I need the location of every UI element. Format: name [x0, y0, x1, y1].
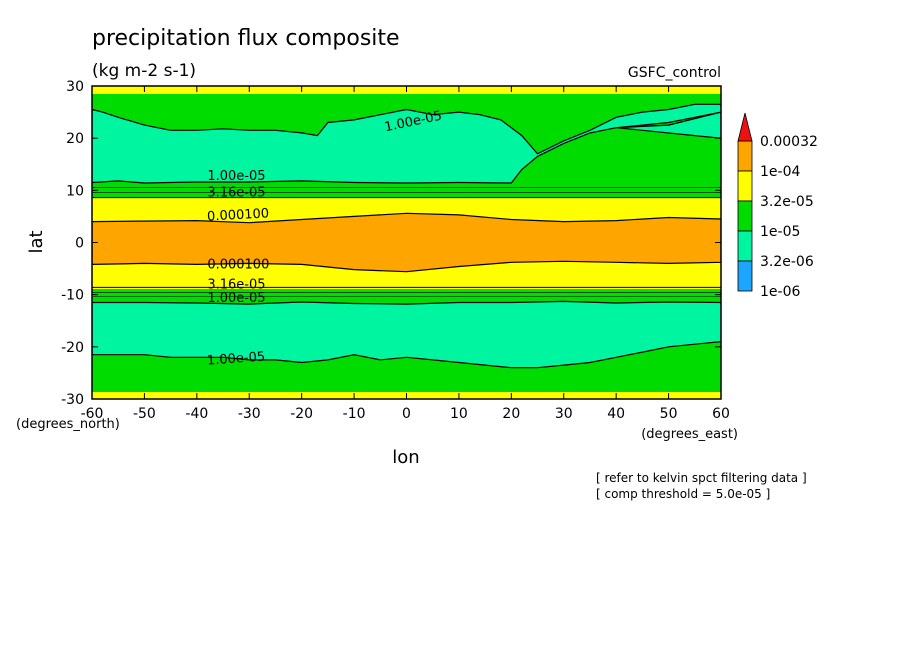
plot-area: -60 -50 -40 -30 -20 -10 0 10 20 30 40 50 60 -30 -20 -10…: [61, 79, 730, 422]
contour-lines: [92, 103, 721, 369]
x-unit-label: (degrees_east): [641, 427, 738, 442]
x-tick-label: 60: [712, 406, 730, 422]
y-tick-label: 0: [75, 236, 84, 252]
contour-line-0: [92, 212, 721, 273]
x-tick-label: 20: [502, 406, 520, 422]
y-unit-label: (degrees_north): [16, 417, 120, 432]
source-label: GSFC_control: [628, 65, 721, 81]
colorbar-label: 0.00032: [760, 134, 818, 150]
x-tick-label: -10: [343, 406, 366, 422]
x-tick-label: 10: [450, 406, 468, 422]
colorbar-label: 1e-05: [760, 224, 800, 240]
contour-label: 0.000100: [207, 206, 270, 224]
colorbar-label: 3.2e-06: [760, 254, 814, 270]
x-tick-label: 30: [555, 406, 573, 422]
contour-line-2: [92, 300, 721, 369]
x-tick-label: -50: [133, 406, 156, 422]
x-tick-label: 0: [402, 406, 411, 422]
colorbar-label: 1e-04: [760, 164, 800, 180]
x-tick-label: -40: [185, 406, 208, 422]
y-tick-label: 20: [66, 131, 84, 147]
x-tick-label: 40: [607, 406, 625, 422]
contour-label: 1.00e-05: [207, 350, 266, 369]
y-tick-label: 10: [66, 183, 84, 199]
note-threshold: [ comp threshold = 5.0e-05 ]: [596, 487, 770, 501]
colorbar-overflow-arrow: [737, 112, 753, 142]
x-tick-label: 50: [660, 406, 678, 422]
x-tick-label: -30: [238, 406, 261, 422]
contour-region-0: [92, 213, 721, 272]
colorbar-box: [737, 230, 753, 262]
contour-label: 1.00e-05: [207, 291, 265, 306]
colorbar-box: [737, 170, 753, 202]
y-tick-label: -10: [61, 288, 84, 304]
contour-label: 3.16e-05: [207, 277, 265, 292]
colorbar-box: [737, 140, 753, 172]
colorbar-box: [737, 200, 753, 232]
chart-title: precipitation flux composite: [92, 26, 400, 51]
colorbar-label: 1e-06: [760, 284, 800, 300]
contour-region-2: [92, 301, 721, 368]
y-tick-label: -30: [61, 392, 84, 408]
contour-region-1: [92, 104, 721, 183]
contour-line-1: [92, 103, 721, 184]
x-tick-label: -20: [290, 406, 313, 422]
x-axis-label: lon: [392, 447, 419, 468]
colorbar-label: 3.2e-05: [760, 194, 814, 210]
colorbar: 0.00032 1e-04 3.2e-05 1e-05 3.2e-06 1e-06: [737, 112, 818, 300]
note-filtering: [ refer to kelvin spct filtering data ]: [596, 471, 807, 485]
contour-label: 1.00e-05: [207, 169, 265, 184]
x-tick-label: -60: [81, 406, 104, 422]
y-tick-label: -20: [61, 340, 84, 356]
y-tick-label: 30: [66, 79, 84, 95]
colorbar-box: [737, 260, 753, 292]
y-axis-label: lat: [26, 230, 47, 253]
contour-label: 0.000100: [207, 258, 269, 273]
contour-label: 3.16e-05: [207, 186, 265, 201]
chart-subtitle: (kg m-2 s-1): [92, 61, 196, 81]
